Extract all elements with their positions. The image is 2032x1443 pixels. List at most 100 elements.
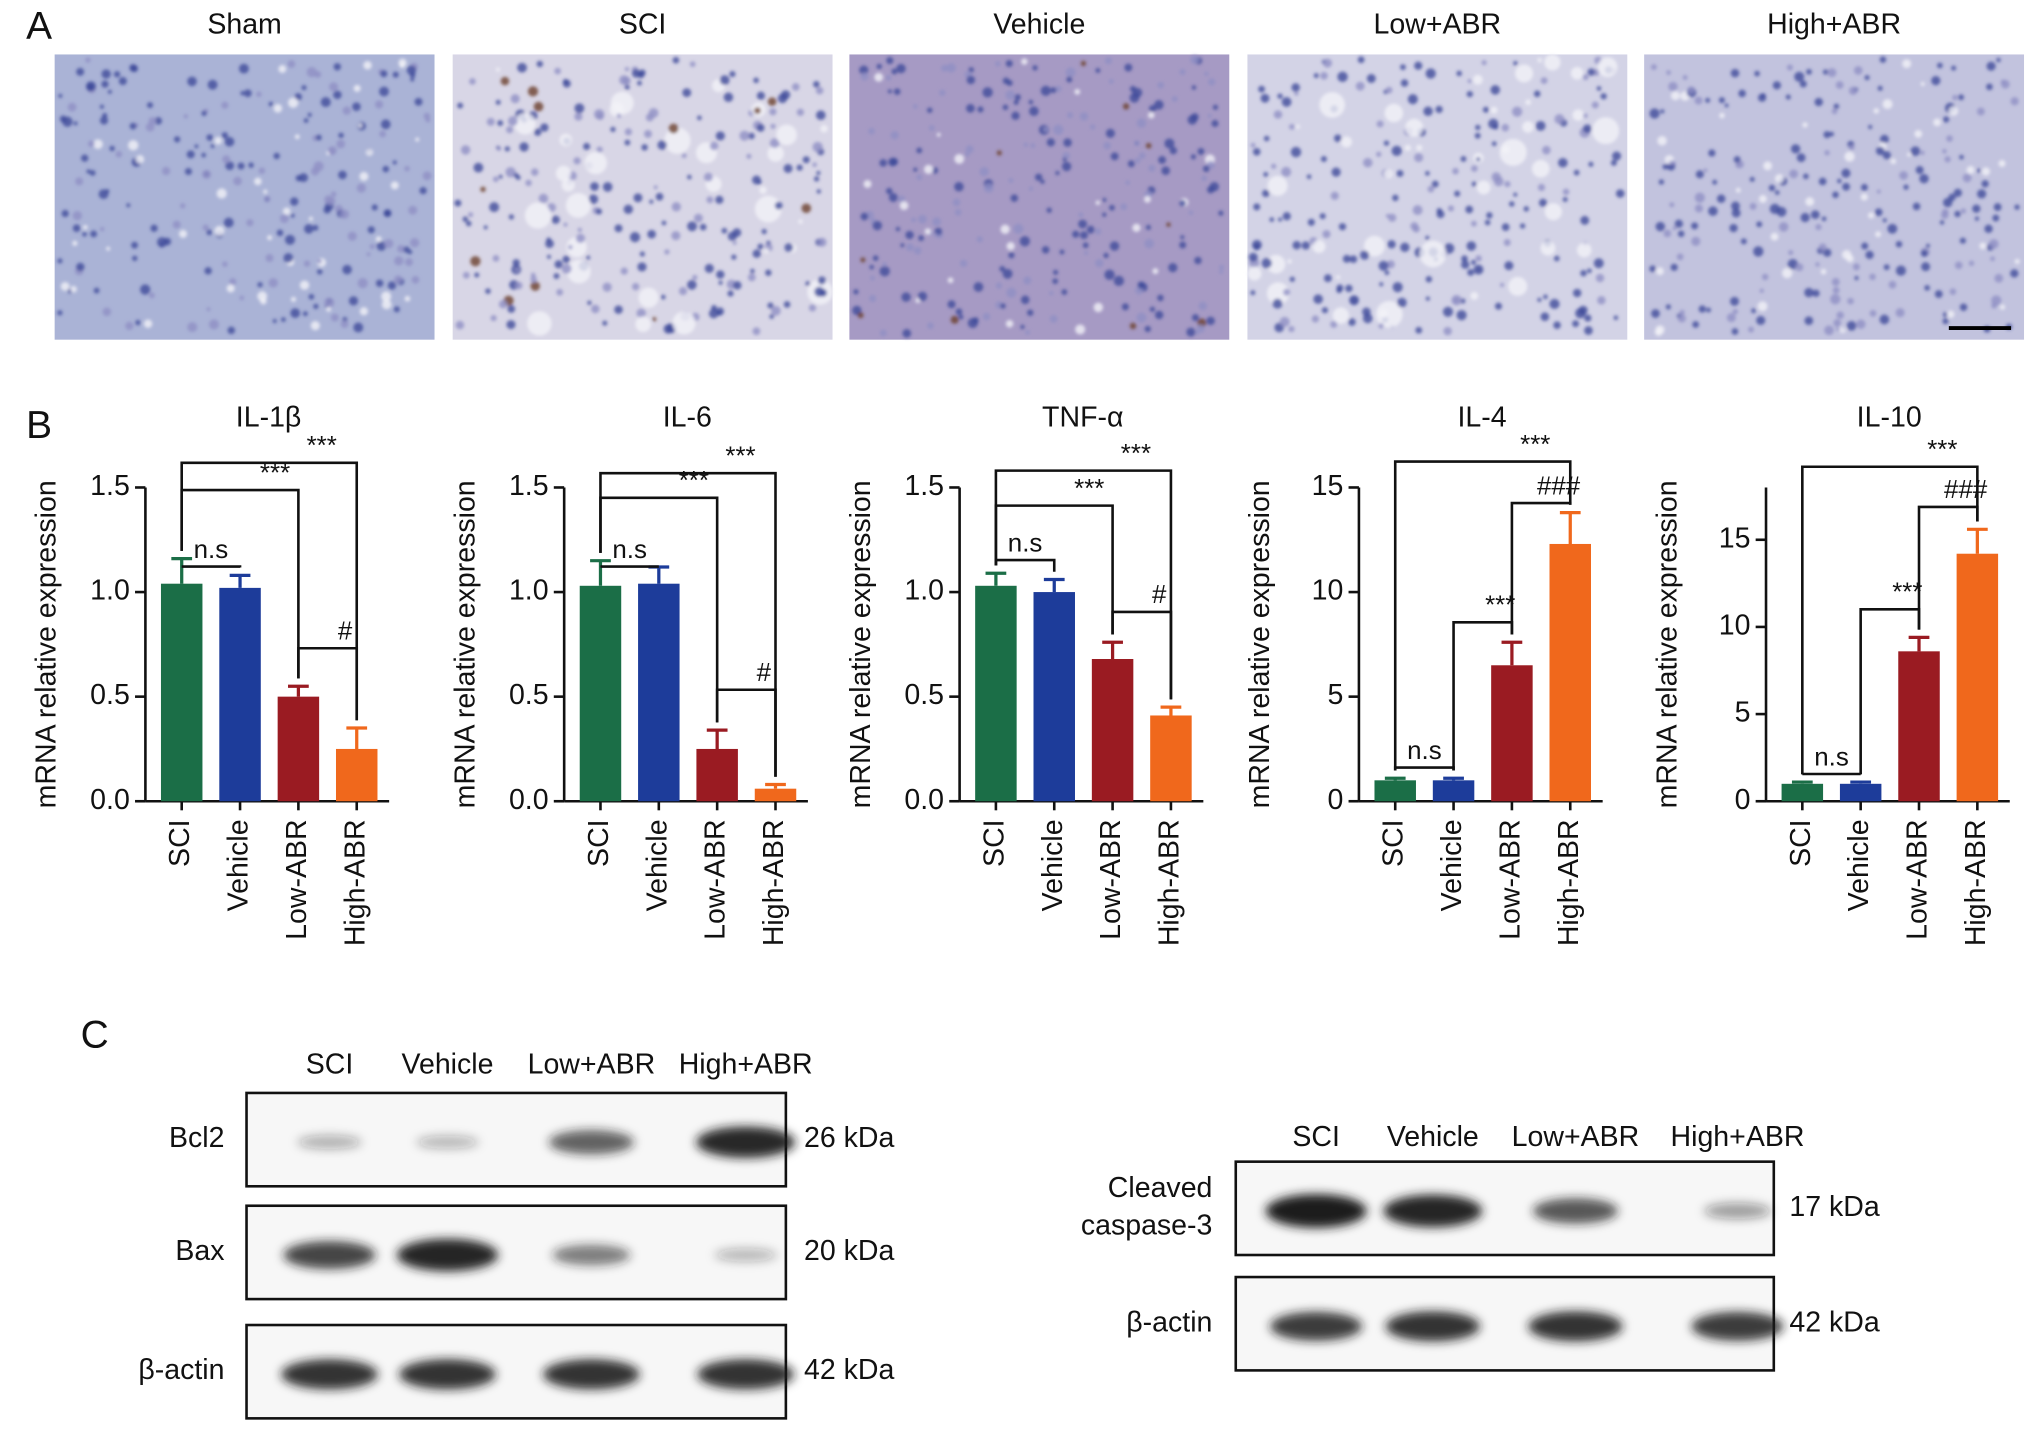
cell bbox=[887, 89, 892, 94]
cell bbox=[290, 296, 297, 302]
cell bbox=[761, 228, 767, 235]
cell bbox=[1785, 94, 1791, 100]
cell bbox=[1887, 223, 1898, 234]
cell bbox=[1179, 68, 1186, 75]
cell bbox=[405, 258, 413, 267]
cell bbox=[404, 295, 411, 302]
cell bbox=[1831, 278, 1840, 286]
cell bbox=[913, 246, 922, 255]
cell bbox=[333, 63, 341, 71]
cell bbox=[411, 275, 420, 284]
significance-label: n.s bbox=[612, 536, 647, 564]
cell bbox=[748, 132, 755, 140]
molecular-weight: 42 kDa bbox=[804, 1354, 894, 1386]
cell bbox=[624, 84, 630, 90]
cell bbox=[1657, 136, 1667, 146]
cell bbox=[1338, 223, 1347, 231]
cell bbox=[146, 102, 154, 109]
cell bbox=[1822, 69, 1829, 75]
cell bbox=[1649, 265, 1656, 273]
y-tick-label: 5 bbox=[1328, 679, 1344, 711]
cell bbox=[868, 127, 875, 135]
cell bbox=[1865, 250, 1874, 260]
cell bbox=[1832, 191, 1839, 199]
cell bbox=[635, 316, 651, 332]
cell bbox=[460, 145, 471, 155]
error-bar bbox=[1850, 780, 1872, 784]
cell bbox=[668, 123, 679, 134]
cell bbox=[652, 317, 657, 322]
cell bbox=[1501, 145, 1510, 154]
cell bbox=[1169, 146, 1178, 155]
bar bbox=[579, 585, 622, 802]
cell bbox=[1790, 144, 1801, 154]
cell bbox=[338, 170, 347, 180]
significance-bracket bbox=[1393, 766, 1455, 771]
band bbox=[1528, 1311, 1623, 1342]
cell bbox=[1122, 103, 1130, 110]
cell bbox=[815, 86, 824, 95]
cell bbox=[1321, 307, 1329, 314]
cell bbox=[243, 89, 252, 98]
cell bbox=[1562, 188, 1570, 196]
y-tick-label: 0 bbox=[1735, 784, 1751, 816]
significance-bracket bbox=[715, 688, 777, 777]
cell bbox=[1882, 218, 1887, 223]
cell bbox=[2000, 79, 2006, 85]
cell bbox=[954, 182, 964, 192]
cell bbox=[1028, 186, 1034, 191]
cell bbox=[342, 106, 351, 115]
cell bbox=[655, 192, 664, 201]
cell bbox=[672, 56, 680, 64]
cell bbox=[1470, 291, 1479, 300]
cell bbox=[926, 107, 933, 113]
cell bbox=[1770, 232, 1779, 241]
cell bbox=[1447, 205, 1455, 212]
cell bbox=[1914, 129, 1923, 138]
cell bbox=[294, 134, 300, 140]
cell bbox=[1129, 322, 1137, 330]
cell bbox=[964, 152, 970, 157]
cell bbox=[454, 199, 462, 207]
cell bbox=[1869, 310, 1877, 317]
cell bbox=[1392, 194, 1399, 202]
cell bbox=[352, 102, 361, 111]
error-bar bbox=[1043, 577, 1065, 593]
cell bbox=[1180, 235, 1185, 240]
cell bbox=[567, 259, 591, 284]
cell bbox=[1925, 243, 1930, 248]
cell bbox=[184, 167, 192, 176]
cell bbox=[1136, 118, 1147, 128]
cell bbox=[913, 167, 918, 172]
cell bbox=[1000, 224, 1010, 235]
cell bbox=[1415, 326, 1423, 334]
cell bbox=[512, 259, 520, 267]
cell bbox=[609, 102, 624, 117]
error-bar bbox=[346, 726, 368, 749]
cell bbox=[1509, 201, 1515, 207]
cell bbox=[1251, 239, 1262, 250]
cell bbox=[912, 104, 918, 109]
cell bbox=[1002, 77, 1010, 85]
cell bbox=[1553, 321, 1561, 330]
cell bbox=[1660, 109, 1665, 114]
cell bbox=[328, 146, 337, 155]
x-tick-label: High-ABR bbox=[339, 819, 371, 946]
cell bbox=[1144, 238, 1154, 249]
cell bbox=[932, 217, 942, 227]
cell bbox=[1610, 159, 1617, 166]
cell bbox=[1749, 176, 1755, 182]
cell bbox=[1161, 166, 1170, 175]
cell bbox=[1443, 243, 1455, 254]
cell bbox=[306, 67, 317, 78]
cell bbox=[347, 231, 357, 241]
cell bbox=[1194, 256, 1202, 265]
cell bbox=[1954, 261, 1963, 270]
cell bbox=[1360, 250, 1370, 260]
cell bbox=[1263, 135, 1270, 142]
cell bbox=[1473, 264, 1484, 275]
band bbox=[399, 1359, 496, 1390]
cell bbox=[602, 282, 612, 292]
cell bbox=[637, 80, 642, 86]
error-bar bbox=[288, 684, 309, 697]
